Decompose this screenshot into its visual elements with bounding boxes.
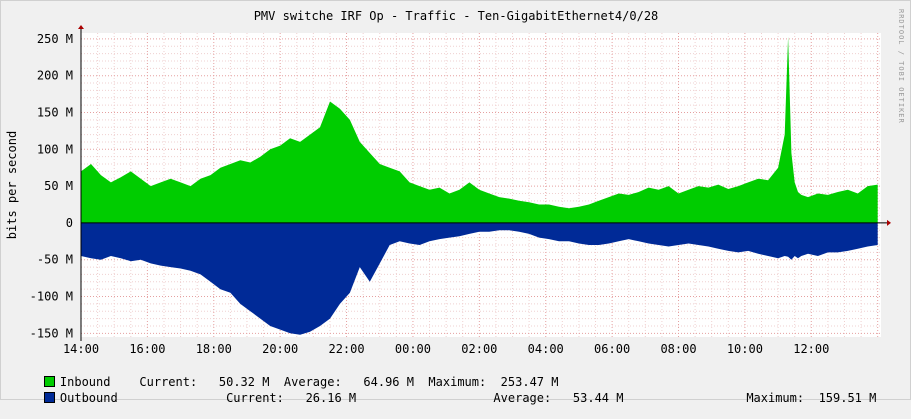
x-tick-label: 00:00 <box>395 342 431 356</box>
outbound-label: Outbound <box>59 391 118 405</box>
y-tick-label: 150 M <box>37 105 73 119</box>
x-tick-label: 18:00 <box>196 342 232 356</box>
chart-svg: 250 M 200 M 150 M 100 M 50 M 0 -50 M -100 M -150… <box>5 9 905 356</box>
y-axis-arrow <box>78 25 84 29</box>
y-tick-label: 250 M <box>37 32 73 46</box>
outbound-average-label: Average: <box>493 391 552 405</box>
legend-outbound-row: Outbound Current: 26.16 M Average: 53.44… <box>15 377 876 419</box>
y-tick-label: -50 M <box>37 253 73 267</box>
y-tick-label: 0 <box>66 216 73 230</box>
x-tick-label: 14:00 <box>63 342 99 356</box>
inbound-current: 50.32 M <box>218 375 270 389</box>
inbound-label: Inbound <box>59 375 111 389</box>
inbound-average-label: Average: <box>283 375 342 389</box>
x-tick-label: 02:00 <box>461 342 497 356</box>
outbound-maximum-label: Maximum: <box>746 391 805 405</box>
traffic-chart: 250 M 200 M 150 M 100 M 50 M 0 -50 M -100 M -150… <box>0 0 911 405</box>
inbound-maximum: 253.47 M <box>500 375 559 389</box>
x-tick-label: 10:00 <box>727 342 763 356</box>
y-tick-label: -100 M <box>30 290 73 304</box>
x-axis-arrow <box>887 219 891 226</box>
inbound-current-label: Current: <box>139 375 198 389</box>
y-tick-label: 50 M <box>44 179 73 193</box>
y-tick-label: -150 M <box>30 326 73 340</box>
inbound-area <box>81 36 878 223</box>
inbound-maximum-label: Maximum: <box>428 375 487 389</box>
inbound-average: 64.96 M <box>363 375 414 389</box>
x-tick-label: 20:00 <box>262 342 298 356</box>
outbound-average: 53.44 M <box>572 391 624 405</box>
rrdtool-credit: RRDTOOL / TOBI OETIKER <box>897 9 905 124</box>
outbound-current-label: Current: <box>226 391 284 405</box>
x-tick-label: 12:00 <box>793 342 829 356</box>
outbound-current: 26.16 M <box>305 391 357 405</box>
inbound-swatch <box>43 376 55 387</box>
outbound-area <box>81 222 878 335</box>
x-tick-label: 04:00 <box>528 342 564 356</box>
outbound-maximum: 159.51 M <box>818 391 877 405</box>
legend-inbound-row: Inbound Current: 50.32 M Average: 64.96 … <box>15 361 558 403</box>
y-tick-label: 100 M <box>37 142 73 156</box>
x-tick-label: 06:00 <box>594 342 630 356</box>
y-tick-label: 200 M <box>37 69 73 83</box>
x-tick-label: 22:00 <box>328 342 364 356</box>
y-axis-label: bits per second <box>5 131 19 239</box>
outbound-swatch <box>43 392 55 403</box>
chart-title: PMV switche IRF Op - Traffic - Ten-Gigab… <box>254 9 659 23</box>
x-tick-label: 16:00 <box>129 342 165 356</box>
x-tick-label: 08:00 <box>660 342 696 356</box>
